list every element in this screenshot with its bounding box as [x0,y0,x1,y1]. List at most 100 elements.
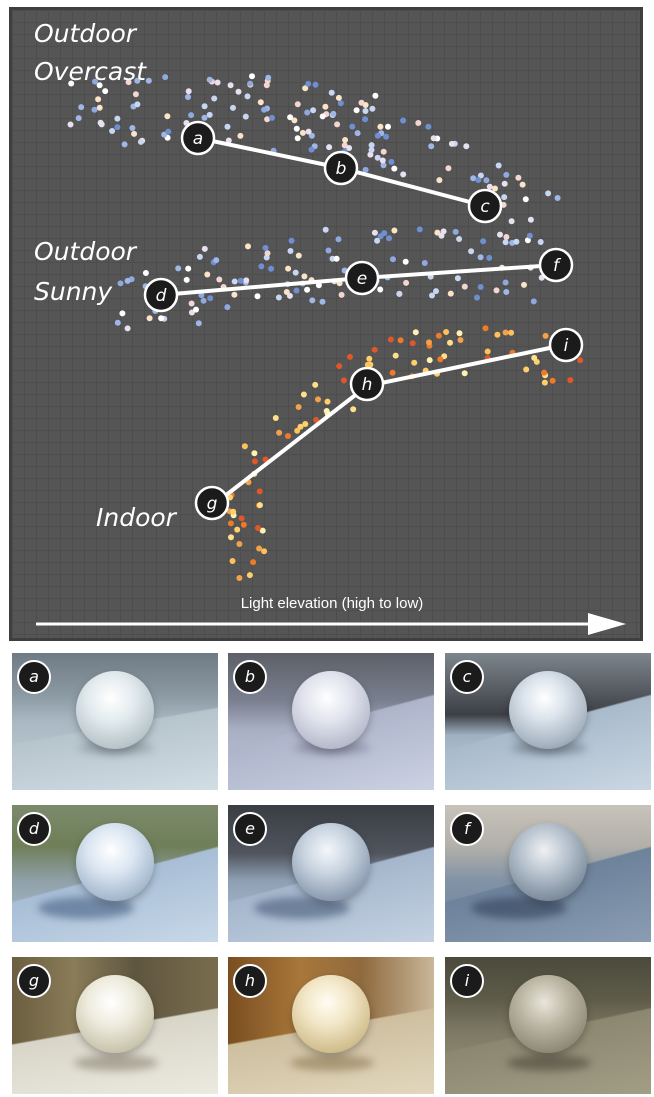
scatter-point [91,106,98,113]
scatter-point [244,93,251,100]
scatter-point [508,329,515,336]
scatter-point [426,339,432,346]
scatter-point [165,128,172,135]
scatter-point [114,115,121,122]
scatter-point [319,113,326,120]
scatter-point [484,348,491,355]
scatter-point [426,357,433,364]
scatter-point [125,79,132,86]
scatter-point [283,289,290,295]
marker-a-label: a [193,129,203,149]
scatter-point [494,331,501,338]
scatter-point [185,88,192,95]
scatter-point [421,260,428,266]
scatter-point [236,541,243,547]
scatter-point [430,135,437,142]
scatter-point [456,236,463,242]
scatter-point [379,157,386,164]
scatter-point [250,559,257,566]
scatter-point [114,124,121,131]
scatter-point [92,78,98,85]
scatter-point [301,273,308,280]
scatter-point [452,228,459,235]
scatter-point [497,231,503,238]
scatter-point [346,145,353,151]
scatter-point [243,277,250,284]
scatter-point [224,304,231,311]
sunny-label-line2: Sunny [34,277,113,306]
scatter-point [237,277,244,284]
scatter-point [461,283,468,290]
scatter-point [508,218,515,225]
scatter-point [214,79,221,86]
scatter-point [415,120,422,126]
scatter-point [216,276,223,283]
scatter-point [334,121,341,128]
marker-i-label: i [564,336,569,356]
scatter-point [269,114,275,121]
scatter-point [245,243,251,250]
scatter-point [463,143,470,150]
scatter-point [519,181,526,188]
embedding-plot: a b c d e f g h [34,19,626,635]
scatter-point [391,227,398,234]
scatter-point [502,279,509,286]
scatter-point [145,77,152,84]
thumbnail-i: i [445,957,651,1094]
scatter-point [131,130,138,137]
scatter-point [117,280,124,287]
scatter-point [371,346,378,353]
scatter-point [337,100,344,107]
scatter-point [333,255,340,262]
scatter-point [297,423,304,430]
scatter-point [470,175,477,182]
scatter-point [448,140,455,147]
thumbnail-a: a [12,653,218,790]
scatter-point [380,162,387,169]
scatter-point [295,404,302,410]
scatter-point [204,271,211,278]
scatter-point [523,366,530,373]
scatter-point [292,269,299,276]
scatter-point [522,196,529,203]
scatter-point [392,352,399,359]
scatter-point [312,81,319,88]
scatter-point [396,290,403,297]
scatter-point [501,194,508,201]
scatter-point [440,228,447,235]
scatter-point [257,99,264,106]
scatter-point [249,73,255,80]
marker-g-label: g [207,494,218,514]
scatter-point [261,106,268,113]
scatter-point [134,77,141,84]
scatter-point [256,488,263,495]
scatter-point [387,336,394,343]
scatter-point [495,162,502,169]
scatter-point [425,123,432,130]
scatter-point [68,80,75,87]
scatter-point [323,408,330,414]
scatter-point [287,248,294,254]
scatter-point [313,416,320,423]
scatter-point [482,325,489,332]
indoor-label: Indoor [96,503,178,532]
scatter-point [400,117,407,124]
scatter-point [137,138,144,145]
scatter-point [276,429,283,436]
scatter-point [263,82,270,89]
scatter-point [468,248,475,255]
scatter-point [235,88,242,95]
scatter-point [443,329,450,335]
marker-e-label: e [357,269,367,289]
scatter-point [326,144,333,151]
scatter-point [447,290,454,297]
scatter-point [372,92,379,99]
scatter-point [383,133,390,140]
scatter-point [256,502,263,509]
scatter-point [461,370,468,377]
scatter-point [309,297,316,304]
scatter-point [480,238,487,245]
scatter-point [188,112,195,119]
scatter-point [402,258,409,265]
thumbnail-g: g [12,957,218,1094]
